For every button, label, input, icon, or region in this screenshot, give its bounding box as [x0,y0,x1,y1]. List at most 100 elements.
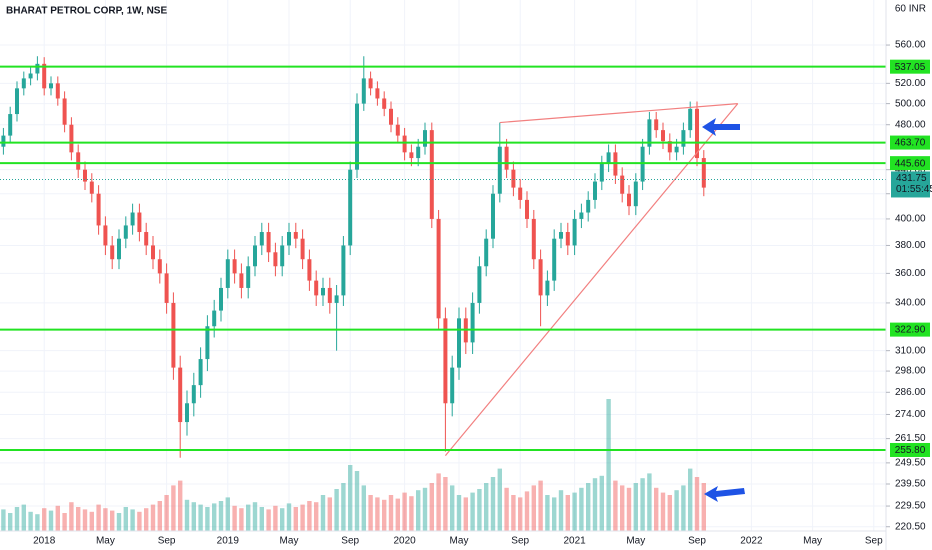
volume-bar [586,483,591,531]
candle-body [185,403,189,423]
candle-body [144,232,149,246]
volume-bar [246,504,251,531]
candle-body [572,218,577,246]
candle-body [518,187,523,200]
y-tick-label: 249.50 [895,458,926,469]
y-tick-label: 286.00 [895,387,926,398]
candle-body [382,98,387,109]
level-label-box [890,156,930,171]
volume-bar [239,508,244,531]
volume-bar [626,487,632,531]
volume-bar [82,509,88,531]
volume-bar [96,504,101,531]
volume-bar [42,508,47,531]
volume-bar [484,483,489,531]
volume-bar [579,487,584,531]
candle-body [654,119,659,131]
level-label-box [890,442,930,457]
volume-bar [647,473,652,531]
candle-body [457,318,461,368]
candle-body [593,181,597,200]
volume-bar [110,510,115,531]
volume-bar [667,495,672,531]
volume-pane [1,399,706,531]
candle-body [647,119,652,147]
candle-body [504,146,509,170]
candle-body [491,193,495,239]
candle-body [627,193,631,207]
y-tick-label: 310.00 [895,345,926,356]
chart-title: BHARAT PETROL CORP, 1W, NSE [6,6,167,17]
candle-body [375,88,380,99]
candle-body [334,295,339,303]
candle-body [620,175,625,194]
volume-bar [565,495,570,531]
last-price-box [891,171,930,198]
volume-bar [538,480,543,531]
volume-bar [606,399,611,531]
x-tick-label: 2018 [33,536,56,547]
volume-bar [470,492,475,531]
volume-bar [463,497,468,531]
candle-body [395,124,400,136]
candle-body [83,169,87,182]
candle-body [695,108,699,159]
candle-body [110,245,115,260]
candle-body [450,367,455,404]
volume-bar [89,511,94,531]
x-tick-label: May [626,536,645,547]
volume-bar [171,485,176,531]
x-tick-label: Sep [511,536,529,547]
volume-bar [341,483,346,531]
volume-bar [681,485,686,531]
x-tick-label: Sep [158,536,176,547]
candle-body [327,287,332,303]
volume-bar [293,507,298,531]
y-tick-label: 340.00 [895,298,926,309]
candle-body [423,130,427,147]
candle-body [565,232,570,246]
candle-body [633,181,638,207]
candle-body [477,266,482,303]
volume-bar [368,495,373,531]
volume-bar [123,507,128,531]
candle-body [89,181,94,194]
volume-bar [280,508,285,531]
volume-bar [307,501,312,531]
candle-body [266,232,271,253]
candle-body [28,73,33,79]
candle-body [164,273,169,303]
candle-body [599,163,604,182]
countdown-label: 01:55:45 [896,184,932,195]
volume-bar [388,495,394,531]
candle-body [225,259,230,288]
x-tick-label: May [280,536,299,547]
volume-bar [558,490,564,531]
volume-bar [443,477,448,531]
volume-bar [674,490,679,531]
candle-body [8,114,13,136]
x-tick-label: 2022 [740,536,763,547]
candle-body [307,259,312,281]
candle-body [538,259,543,296]
candle-body [117,238,121,260]
volume-bar [178,480,183,531]
volume-bar [144,508,149,531]
candle-body [280,245,285,267]
x-tick-label: Sep [865,536,883,547]
volume-bar [286,503,292,531]
candle-body [409,152,414,159]
candle-body [348,169,353,246]
volume-bar [504,487,509,531]
y-tick-label: 520.00 [895,78,926,89]
candle-body [416,146,421,159]
annotation-arrow [704,486,745,502]
candle-body [436,218,441,319]
volume-bar [429,483,434,531]
candle-body [191,385,196,404]
volume-bar [48,510,54,531]
volume-bar [191,502,196,531]
volume-bar [8,513,13,531]
level-label: 445.60 [895,158,926,169]
